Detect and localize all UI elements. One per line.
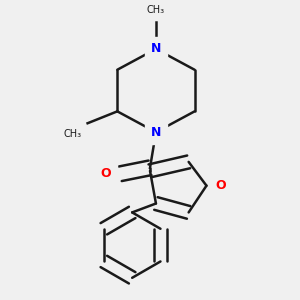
Text: CH₃: CH₃ — [64, 129, 82, 139]
Text: O: O — [101, 167, 111, 180]
Text: N: N — [151, 126, 161, 139]
Text: CH₃: CH₃ — [147, 5, 165, 15]
Text: N: N — [151, 42, 161, 56]
Text: O: O — [215, 179, 226, 192]
